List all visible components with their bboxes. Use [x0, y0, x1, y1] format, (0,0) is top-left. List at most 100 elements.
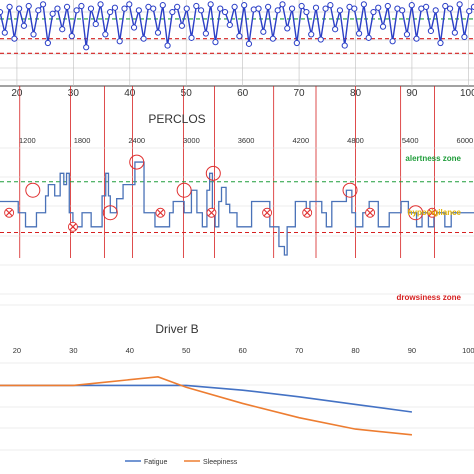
top-signal-point: [126, 1, 133, 8]
driver-b-x-tick-label: 70: [295, 346, 303, 355]
perclos-x-marker: [427, 207, 438, 218]
perclos-x-marker: [4, 207, 15, 218]
top-signal-point: [269, 35, 277, 42]
top-signal-point: [408, 2, 415, 9]
top-signal-point: [226, 21, 233, 29]
top-signal-point: [68, 33, 75, 40]
top-signal-point: [341, 42, 348, 49]
top-signal-point: [202, 30, 209, 37]
driver-b-panel: Driver B 20 30 40 50 60 70 80 90 100 Fatigue Sle…: [0, 322, 474, 466]
top-signal-point: [245, 40, 253, 47]
driver-b-x-tick-label: 100: [462, 346, 474, 355]
top-signal-point: [284, 25, 291, 32]
perclos-grid: [0, 147, 474, 306]
top-signal-point: [174, 3, 181, 10]
top-signal-point: [92, 20, 99, 28]
perclos-circle-marker: [102, 205, 118, 221]
top-signal-point: [25, 2, 32, 10]
top-signal-point: [322, 5, 329, 12]
driver-b-title: Driver B: [155, 322, 198, 336]
x-marker-stroke: [5, 209, 13, 217]
driver-b-fatigue-line: [0, 384, 413, 413]
top-signal-point: [135, 7, 142, 14]
top-signal-point: [399, 7, 406, 14]
top-signal-point: [212, 39, 219, 46]
drowsiness-zone-label: drowsiness zone: [397, 293, 462, 302]
driver-b-x-tick-labels: 20 30 40 50 60 70 80 90 100: [13, 346, 474, 355]
top-signal-point: [164, 42, 171, 49]
top-panel: 20 30 40 50 60 70 80 90 100: [0, 0, 474, 99]
top-signal-point: [312, 4, 320, 11]
top-signal-point: [44, 39, 51, 47]
top-signal-point: [332, 26, 339, 33]
driver-b-x-tick-label: 50: [182, 346, 190, 355]
top-signal-point: [178, 22, 186, 29]
top-signal-line: [0, 2, 474, 48]
perclos-panel: PERCLOS 1200 1800 2400 3000 3600 4200 4800 5400…: [0, 112, 474, 306]
driver-b-series: [0, 376, 413, 436]
top-x-tick-label: 100: [460, 88, 474, 99]
perclos-x-marker: [262, 207, 273, 218]
perclos-x-marker: [302, 207, 313, 218]
top-signal-point: [336, 7, 344, 14]
perclos-circle-marker: [25, 182, 41, 198]
top-signal-point: [221, 8, 229, 16]
top-signal-point: [466, 8, 473, 15]
perclos-circle-marker: [342, 182, 358, 198]
perclos-x-tick-label: 1800: [74, 136, 91, 145]
top-signal-point: [73, 7, 80, 14]
top-signal-point: [30, 31, 37, 38]
top-signal-point: [121, 5, 128, 12]
top-signal-point: [379, 23, 387, 30]
top-signal-point: [154, 29, 162, 36]
perclos-circle-markers: [25, 154, 424, 221]
x-marker-stroke: [366, 209, 374, 217]
top-signal-point: [370, 8, 377, 16]
perclos-title: PERCLOS: [148, 112, 205, 126]
x-marker-stroke: [208, 209, 215, 217]
perclos-x-tick-label: 2400: [128, 136, 145, 145]
top-signal-point: [49, 10, 56, 17]
top-signal-point: [317, 36, 324, 43]
top-signal-point: [365, 34, 372, 41]
top-signal-point: [293, 39, 300, 47]
perclos-x-tick-label: 4800: [347, 136, 364, 145]
top-signal-point: [384, 2, 391, 10]
top-signal-point: [260, 28, 267, 35]
top-signal-point: [6, 3, 13, 10]
driver-b-sleepiness-line: [0, 376, 413, 436]
perclos-x-marker: [67, 221, 78, 232]
top-signal-point: [413, 35, 420, 42]
perclos-circle-marker: [205, 165, 221, 181]
perclos-x-tick-labels: 1200 1800 2400 3000 3600 4200 4800 5400 6000: [19, 136, 473, 145]
driver-b-x-tick-label: 80: [351, 346, 359, 355]
top-signal-point: [107, 8, 114, 16]
top-signal-point: [188, 34, 195, 41]
top-signal-point: [446, 5, 454, 12]
top-signal-point: [63, 3, 71, 10]
top-signal-point: [437, 39, 444, 47]
top-signal-point: [140, 35, 147, 42]
top-signal-point: [451, 29, 458, 36]
perclos-series: [0, 161, 474, 256]
top-x-tick-label: 30: [68, 88, 80, 99]
top-signal-point: [11, 35, 18, 42]
top-x-tick-label: 50: [181, 88, 193, 99]
driver-b-x-tick-label: 20: [13, 346, 21, 355]
top-signal-point: [116, 38, 123, 45]
alertness-zone-label: alertness zone: [405, 154, 461, 163]
top-signal-point: [35, 7, 42, 14]
driver-b-x-tick-label: 40: [126, 346, 134, 355]
top-signal-point: [355, 30, 363, 37]
top-signal-point: [298, 2, 305, 10]
top-signal-point: [87, 5, 95, 12]
top-signal-point: [16, 5, 23, 12]
top-signal-point: [274, 7, 281, 14]
top-signal-point: [255, 5, 262, 12]
top-signal-point: [169, 8, 176, 16]
top-x-tick-label: 20: [11, 88, 23, 99]
top-signal-point: [308, 31, 315, 38]
top-x-tick-label: 70: [294, 88, 306, 99]
top-signal-point: [423, 3, 430, 10]
x-marker-stroke: [428, 209, 436, 217]
